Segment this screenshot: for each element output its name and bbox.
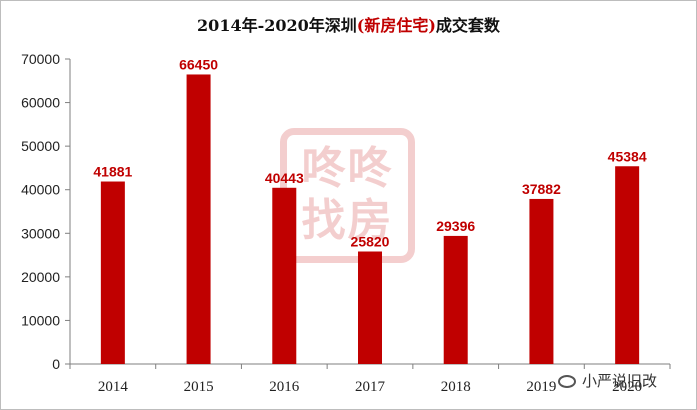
watermark-line-2: 找房 (301, 195, 394, 246)
y-tick-label: 10000 (21, 312, 60, 328)
x-tick-label: 2016 (269, 379, 300, 395)
x-tick-label: 2015 (184, 379, 214, 395)
y-tick-label: 20000 (21, 269, 60, 285)
watermark-line-1: 咚咚 (301, 143, 394, 194)
source-credit: 小严说旧改 (558, 370, 657, 391)
data-label: 66450 (179, 56, 218, 72)
bar (100, 181, 125, 364)
bar (615, 166, 640, 364)
watermark-logo: 咚咚 找房 (280, 128, 415, 263)
bar (272, 187, 297, 364)
y-tick-label: 70000 (21, 51, 60, 67)
source-credit-text: 小严说旧改 (582, 372, 658, 390)
y-tick-label: 0 (52, 356, 60, 372)
chart-title: 2014年-2020年深圳(新房住宅)成交套数 (0, 12, 697, 36)
y-tick-label: 50000 (21, 138, 60, 154)
y-tick-label: 30000 (21, 225, 60, 241)
bar (186, 74, 211, 364)
bar (443, 235, 468, 364)
x-tick-label: 2019 (526, 379, 556, 395)
bar (529, 198, 554, 364)
title-highlight: (新房住宅) (356, 16, 436, 35)
x-tick-label: 2018 (441, 379, 471, 395)
data-label: 37882 (522, 181, 561, 197)
x-tick-label: 2014 (98, 379, 129, 395)
bar (358, 251, 382, 364)
data-label: 25820 (351, 233, 390, 249)
x-tick-label: 2020 (612, 379, 642, 395)
data-label: 41881 (93, 164, 132, 180)
data-label: 45384 (608, 148, 647, 164)
title-suffix: 成交套数 (435, 16, 500, 35)
title-prefix: 2014年-2020年深圳 (197, 16, 357, 35)
x-tick-label: 2017 (355, 379, 386, 395)
y-tick-label: 60000 (21, 95, 60, 111)
data-label: 40443 (265, 170, 304, 186)
data-label: 29396 (436, 218, 475, 234)
wechat-icon (558, 375, 576, 388)
y-tick-label: 40000 (21, 182, 60, 198)
